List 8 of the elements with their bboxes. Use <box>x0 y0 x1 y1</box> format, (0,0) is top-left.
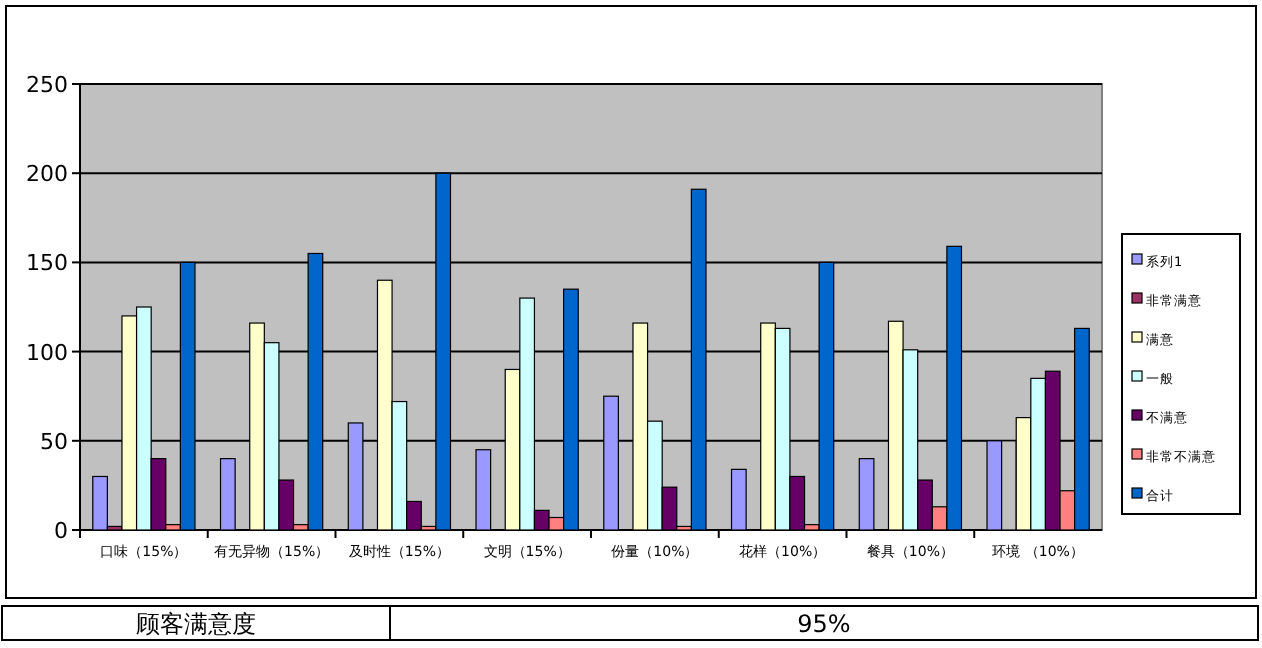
y-tick-label: 250 <box>26 72 68 98</box>
y-tick-label: 200 <box>26 161 68 188</box>
y-tick-label: 0 <box>54 518 68 544</box>
text: 95% <box>797 610 851 638</box>
y-tick-label: 150 <box>26 250 68 277</box>
y-tick-label: 100 <box>26 339 68 366</box>
y-tick-label: 50 <box>40 428 68 455</box>
text: 顾客满意度 <box>136 610 256 638</box>
